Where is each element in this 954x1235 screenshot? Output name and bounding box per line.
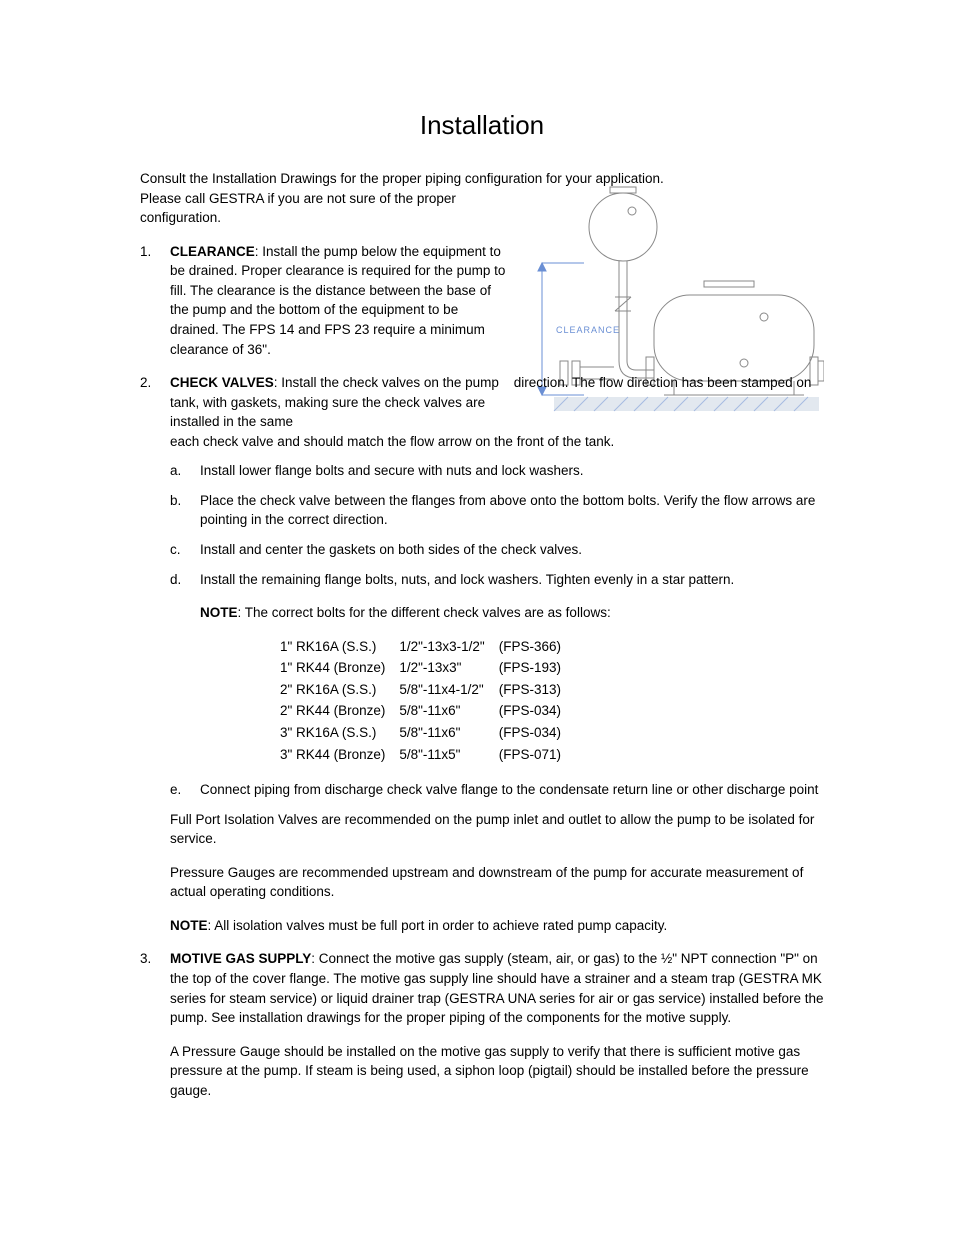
check-valves-sublist: Install lower flange bolts and secure wi… (170, 461, 824, 799)
sub-d: Install the remaining flange bolts, nuts… (170, 570, 824, 767)
page-title: Installation (140, 110, 824, 141)
item-motive-gas: MOTIVE GAS SUPPLY: Connect the motive ga… (140, 949, 824, 1100)
intro-line1: Consult the Installation Drawings for th… (140, 171, 664, 186)
bolt-cell: (FPS-071) (499, 745, 575, 767)
motive-tail: A Pressure Gauge should be installed on … (170, 1042, 824, 1101)
note-label-2: NOTE (170, 918, 208, 933)
table-row: 2" RK16A (S.S.)5/8"-11x4-1/2"(FPS-313) (280, 680, 575, 702)
tail-gauges: Pressure Gauges are recommended upstream… (170, 863, 824, 902)
bolt-cell: (FPS-034) (499, 723, 575, 745)
bolt-cell: 2" RK16A (S.S.) (280, 680, 399, 702)
note-fullport: All isolation valves must be full port i… (214, 918, 667, 933)
sub-e: Connect piping from discharge check valv… (170, 780, 824, 800)
item-check-valves: CHECK VALVES: Install the check valves o… (140, 373, 824, 935)
table-row: 2" RK44 (Bronze)5/8"-11x6"(FPS-034) (280, 701, 575, 723)
bolt-cell: 1" RK16A (S.S.) (280, 637, 399, 659)
sub-b: Place the check valve between the flange… (170, 491, 824, 530)
clearance-lead: CLEARANCE (170, 244, 255, 259)
bolt-cell: (FPS-366) (499, 637, 575, 659)
bolt-cell: (FPS-313) (499, 680, 575, 702)
bolt-cell: 5/8"-11x5" (399, 745, 498, 767)
sub-c: Install and center the gaskets on both s… (170, 540, 824, 560)
intro-line2: Please call GESTRA if you are not sure o… (140, 189, 510, 228)
bolt-cell: 3" RK16A (S.S.) (280, 723, 399, 745)
table-row: 1" RK16A (S.S.)1/2"-13x3-1/2"(FPS-366) (280, 637, 575, 659)
table-row: 1" RK44 (Bronze)1/2"-13x3"(FPS-193) (280, 658, 575, 680)
bolt-cell: 3" RK44 (Bronze) (280, 745, 399, 767)
bolt-cell: 5/8"-11x4-1/2" (399, 680, 498, 702)
bolt-cell: 1/2"-13x3-1/2" (399, 637, 498, 659)
clearance-body: : Install the pump below the equipment t… (170, 244, 505, 357)
bolt-cell: 5/8"-11x6" (399, 723, 498, 745)
note-colon-1: : (238, 605, 245, 620)
bolts-note: The correct bolts for the different chec… (245, 605, 611, 620)
tail-isolation: Full Port Isolation Valves are recommend… (170, 810, 824, 849)
bolt-cell: 1/2"-13x3" (399, 658, 498, 680)
bolt-table: 1" RK16A (S.S.)1/2"-13x3-1/2"(FPS-366) 1… (280, 637, 575, 766)
table-row: 3" RK44 (Bronze)5/8"-11x5"(FPS-071) (280, 745, 575, 767)
bolt-cell: 1" RK44 (Bronze) (280, 658, 399, 680)
bolt-cell: 2" RK44 (Bronze) (280, 701, 399, 723)
motive-lead: MOTIVE GAS SUPPLY (170, 951, 311, 966)
check-valves-lead: CHECK VALVES (170, 375, 274, 390)
sub-d-text: Install the remaining flange bolts, nuts… (200, 572, 734, 587)
bolt-cell: (FPS-034) (499, 701, 575, 723)
sub-a: Install lower flange bolts and secure wi… (170, 461, 824, 481)
document-page: Installation (0, 0, 954, 1235)
item-clearance: CLEARANCE: Install the pump below the eq… (140, 242, 824, 359)
bolt-cell: 5/8"-11x6" (399, 701, 498, 723)
note-label-1: NOTE (200, 605, 238, 620)
bolt-cell: (FPS-193) (499, 658, 575, 680)
table-row: 3" RK16A (S.S.)5/8"-11x6"(FPS-034) (280, 723, 575, 745)
